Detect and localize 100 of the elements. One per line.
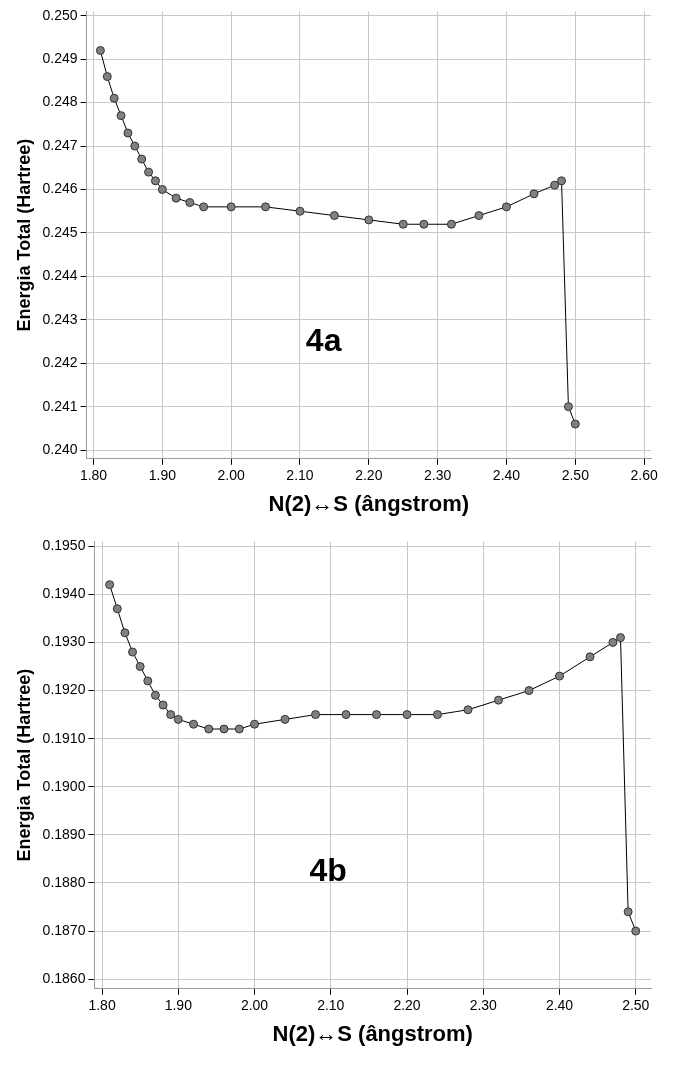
point xyxy=(557,176,567,186)
point xyxy=(341,710,351,720)
point xyxy=(130,141,140,151)
x-axis-title: N(2)↔S (ângstrom) xyxy=(268,490,470,516)
point xyxy=(524,686,534,696)
point xyxy=(616,633,625,643)
y-tick-label: 0.248 xyxy=(42,93,78,110)
y-axis-title: Energia Total (Hartree) xyxy=(13,668,34,862)
y-tick-label: 0.1870 xyxy=(42,921,86,938)
point xyxy=(123,128,133,138)
y-tick-label: 0.240 xyxy=(42,440,78,457)
point xyxy=(474,211,484,221)
y-tick-label: 0.241 xyxy=(42,397,78,414)
x-tick-label: 2.60 xyxy=(630,467,658,484)
x-tick-label: 2.40 xyxy=(492,467,521,484)
y-tick-label: 0.1940 xyxy=(42,585,86,602)
point xyxy=(204,724,214,734)
y-tick-label: 0.250 xyxy=(42,6,78,23)
point xyxy=(109,93,119,103)
y-tick-label: 0.246 xyxy=(42,180,78,197)
y-tick-label: 0.1860 xyxy=(42,970,86,987)
y-axis-title: Energia Total (Hartree) xyxy=(13,138,34,332)
point xyxy=(116,111,126,121)
point xyxy=(631,926,641,936)
point xyxy=(280,714,290,724)
point xyxy=(311,710,321,720)
point xyxy=(261,202,271,212)
x-tick-label: 2.20 xyxy=(355,467,383,484)
x-tick-label: 2.00 xyxy=(217,467,245,484)
point xyxy=(102,72,112,82)
point xyxy=(550,180,560,190)
y-tick-label: 0.1920 xyxy=(42,681,86,698)
point xyxy=(173,714,183,724)
point xyxy=(171,193,181,203)
y-tick-label: 0.242 xyxy=(42,354,78,371)
point xyxy=(112,604,122,614)
point xyxy=(226,202,236,212)
point xyxy=(446,219,456,229)
y-tick-label: 0.245 xyxy=(42,223,78,240)
point xyxy=(105,580,115,590)
point xyxy=(563,402,573,412)
x-tick-label: 2.50 xyxy=(622,997,650,1014)
point xyxy=(501,202,511,212)
point xyxy=(494,695,504,705)
point xyxy=(150,176,160,186)
point xyxy=(128,647,138,657)
y-tick-label: 0.1930 xyxy=(42,633,86,650)
y-tick-label: 0.1880 xyxy=(42,873,86,890)
x-tick-label: 2.10 xyxy=(286,467,314,484)
point xyxy=(372,710,382,720)
point xyxy=(95,45,105,55)
x-tick-label: 1.90 xyxy=(148,467,177,484)
point xyxy=(135,661,145,671)
point xyxy=(185,198,195,208)
point xyxy=(329,211,339,221)
annotation: 4b xyxy=(309,852,347,889)
y-tick-label: 0.1900 xyxy=(42,777,86,794)
x-tick-label: 2.00 xyxy=(240,997,269,1014)
point xyxy=(120,628,130,638)
y-tick-label: 0.1950 xyxy=(42,537,86,554)
x-tick-label: 1.80 xyxy=(88,997,116,1014)
y-tick-label: 0.244 xyxy=(42,267,78,284)
point xyxy=(585,652,595,662)
y-tick-label: 0.243 xyxy=(42,310,78,327)
y-tick-label: 0.1890 xyxy=(42,825,86,842)
x-tick-label: 2.20 xyxy=(393,997,421,1014)
point xyxy=(189,719,199,729)
point xyxy=(295,206,305,216)
point xyxy=(398,219,408,229)
point xyxy=(364,215,374,225)
point xyxy=(529,189,539,199)
point xyxy=(234,724,244,734)
point xyxy=(250,719,260,729)
point xyxy=(608,637,618,647)
point xyxy=(137,154,147,164)
point xyxy=(623,907,633,917)
x-tick-label: 1.90 xyxy=(164,997,193,1014)
x-tick-label: 1.80 xyxy=(79,467,108,484)
point xyxy=(463,705,473,715)
point xyxy=(433,710,443,720)
x-tick-label: 2.10 xyxy=(317,997,345,1014)
point xyxy=(419,219,429,229)
x-tick-label: 2.30 xyxy=(424,467,452,484)
x-axis-title: N(2)↔S (ângstrom) xyxy=(272,1020,473,1046)
point xyxy=(570,419,580,429)
y-tick-label: 0.247 xyxy=(42,136,78,153)
point xyxy=(219,724,229,734)
point xyxy=(555,671,565,681)
point xyxy=(166,710,176,720)
x-tick-label: 2.30 xyxy=(469,997,498,1014)
point xyxy=(199,202,209,212)
point xyxy=(143,676,153,686)
x-tick-label: 2.50 xyxy=(561,467,590,484)
y-tick-label: 0.249 xyxy=(42,50,78,67)
x-tick-label: 2.40 xyxy=(545,997,574,1014)
point xyxy=(144,167,154,177)
point xyxy=(150,690,160,700)
point xyxy=(402,710,412,720)
annotation: 4a xyxy=(305,322,342,359)
point xyxy=(157,184,167,194)
